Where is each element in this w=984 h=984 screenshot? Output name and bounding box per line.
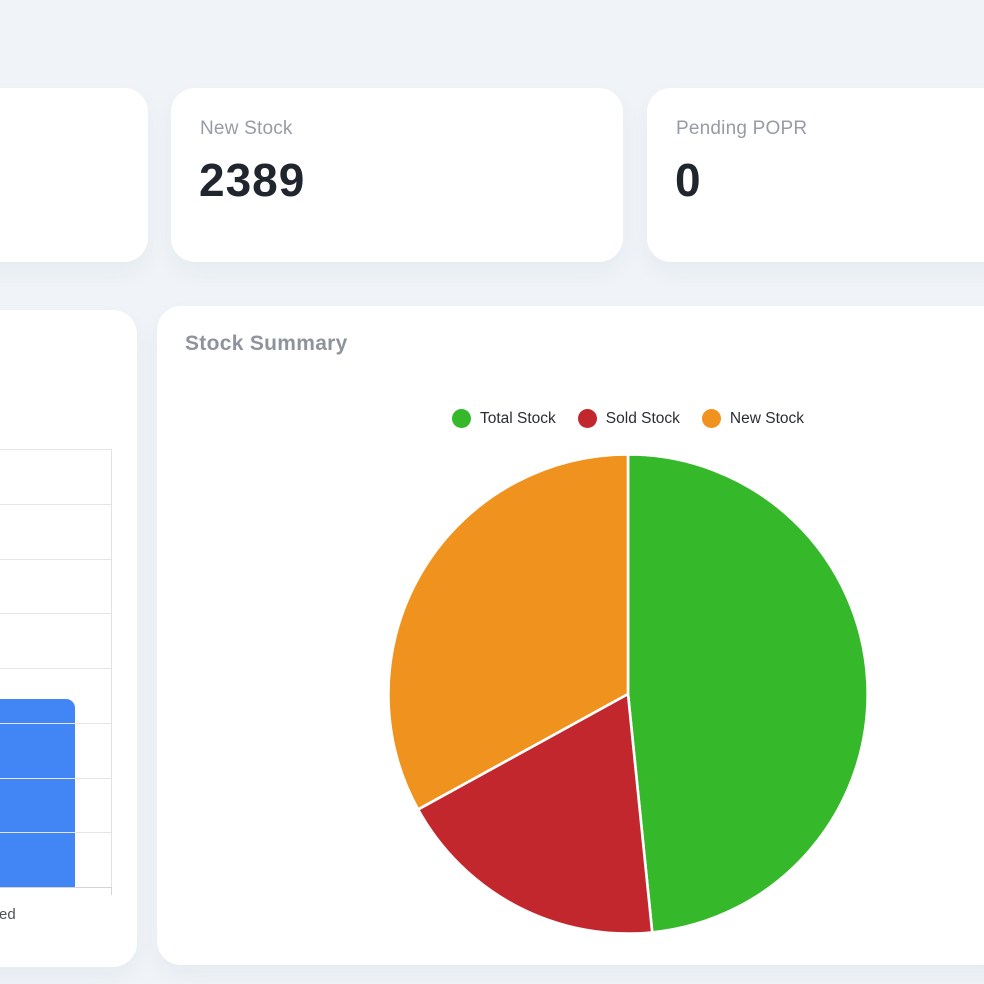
pie-legend: Total Stock Sold Stock New Stock bbox=[451, 409, 805, 428]
pie-chart-svg bbox=[387, 453, 869, 935]
legend-label: Sold Stock bbox=[605, 409, 680, 427]
gridline bbox=[0, 613, 111, 615]
stat-value-new-stock: 2389 bbox=[199, 154, 306, 206]
legend-item-total-stock[interactable]: Total Stock bbox=[451, 409, 556, 428]
legend-item-sold-stock[interactable]: Sold Stock bbox=[577, 409, 680, 428]
gridline bbox=[0, 503, 111, 505]
bar-chart-plot bbox=[0, 449, 112, 888]
bar-chart-card: ed bbox=[0, 310, 137, 967]
x-axis-category-label: ed bbox=[0, 906, 16, 923]
legend-swatch-icon bbox=[451, 409, 471, 428]
stock-summary-card: Stock Summary Total Stock Sold Stock New S… bbox=[157, 306, 984, 965]
stat-label-new-stock: New Stock bbox=[200, 118, 293, 139]
pie-chart bbox=[386, 452, 870, 936]
legend-label: Total Stock bbox=[479, 409, 556, 427]
legend-swatch-icon bbox=[577, 409, 597, 428]
stat-card-partial bbox=[0, 88, 148, 262]
gridline bbox=[0, 832, 111, 834]
x-axis-tick bbox=[111, 887, 112, 895]
gridline bbox=[0, 449, 111, 450]
stock-summary-title: Stock Summary bbox=[185, 332, 348, 355]
legend-swatch-icon bbox=[701, 409, 721, 428]
pie-slice-sold-stock[interactable] bbox=[416, 692, 654, 935]
gridline bbox=[0, 558, 111, 560]
x-axis-line bbox=[0, 887, 111, 888]
stat-value-pending-popr: 0 bbox=[675, 154, 702, 206]
gridline bbox=[0, 668, 111, 669]
bar-chart-bar[interactable] bbox=[0, 698, 75, 887]
pie-slice-new-stock[interactable] bbox=[387, 453, 630, 811]
legend-item-new-stock[interactable]: New Stock bbox=[701, 409, 805, 428]
legend-label: New Stock bbox=[729, 409, 805, 427]
gridline bbox=[0, 722, 111, 724]
stat-card-pending-popr: Pending POPR 0 bbox=[647, 88, 984, 262]
pie-slice-total-stock[interactable] bbox=[626, 453, 869, 934]
stat-card-new-stock: New Stock 2389 bbox=[171, 88, 623, 262]
gridline bbox=[0, 777, 111, 779]
stat-label-pending-popr: Pending POPR bbox=[676, 118, 808, 139]
